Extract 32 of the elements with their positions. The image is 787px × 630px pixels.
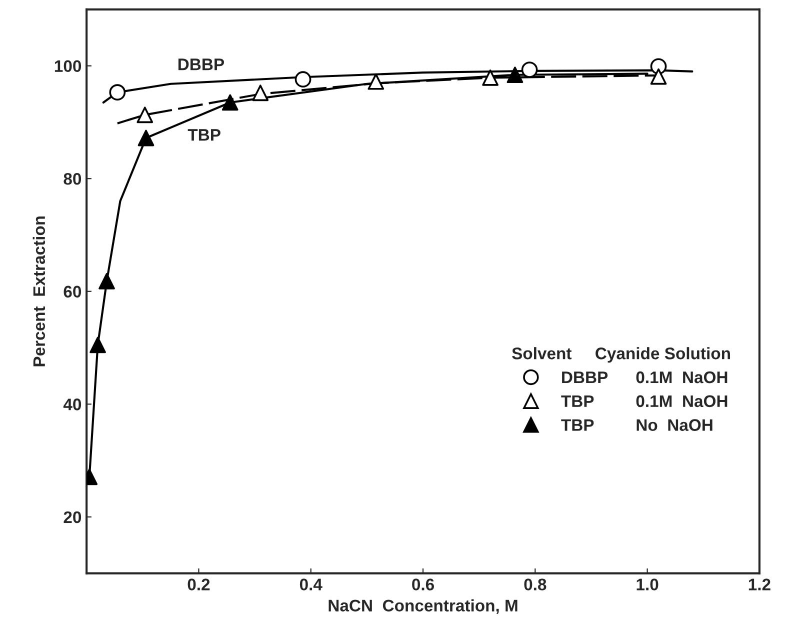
y-tick-label: 40 bbox=[63, 398, 82, 410]
y-axis-title: Percent Extraction bbox=[32, 216, 46, 366]
point bbox=[90, 336, 106, 354]
x-tick-label: 1.0 bbox=[636, 578, 658, 590]
y-tick-label: 20 bbox=[64, 511, 82, 524]
y-tick-label: 100 bbox=[54, 60, 82, 72]
legend-label: DBBP 0.1M NaOH bbox=[562, 371, 728, 384]
legend-label: TBP 0.1M NaOH bbox=[561, 395, 728, 408]
x-tick-label: 0.2 bbox=[188, 578, 210, 590]
point bbox=[506, 66, 524, 84]
x-axis-title: NaCN Concentration, M bbox=[328, 599, 518, 614]
legend-title: Solvent Cyanide Solution bbox=[512, 347, 730, 363]
x-tick-label: 0.6 bbox=[412, 578, 434, 590]
point bbox=[109, 84, 126, 101]
point bbox=[521, 62, 538, 78]
point bbox=[138, 130, 154, 146]
x-tick-label: 0.4 bbox=[300, 578, 322, 590]
point bbox=[98, 273, 115, 290]
annotation: DBBP bbox=[178, 58, 224, 70]
x-tick-label: 1.2 bbox=[748, 578, 770, 590]
annotation: TBP bbox=[188, 129, 220, 141]
point bbox=[252, 84, 269, 102]
y-tick-label: 60 bbox=[64, 286, 82, 298]
point bbox=[650, 68, 667, 85]
point bbox=[222, 94, 238, 111]
point bbox=[294, 71, 312, 88]
point bbox=[482, 69, 498, 86]
x-tick-label: 0.8 bbox=[524, 578, 546, 590]
point bbox=[368, 73, 384, 90]
legend-label: TBP No NaOH bbox=[561, 419, 712, 431]
y-tick-label: 80 bbox=[64, 173, 82, 185]
point bbox=[136, 106, 154, 124]
